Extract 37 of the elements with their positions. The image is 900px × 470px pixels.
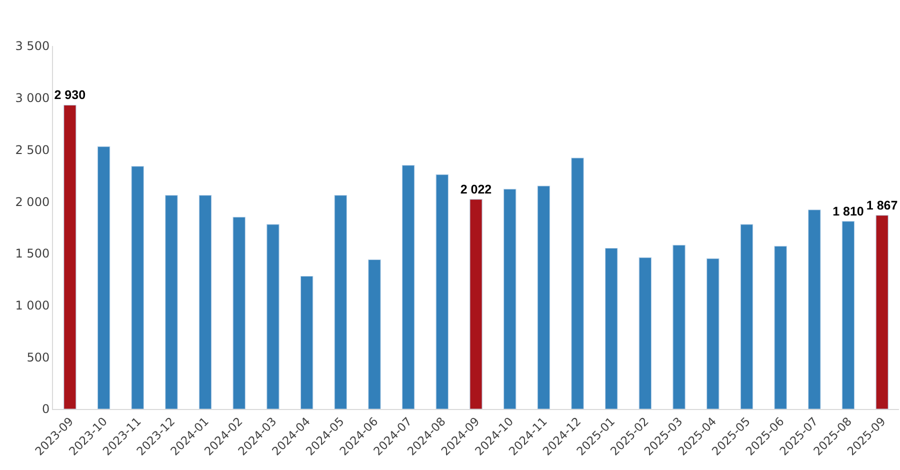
bar (537, 186, 550, 409)
data-label: 2 022 (460, 182, 492, 196)
y-tick-label: 500 (26, 350, 50, 364)
bar (604, 248, 618, 409)
data-label: 1 867 (866, 198, 898, 212)
bar (503, 188, 516, 409)
bar (808, 210, 821, 409)
bar (876, 215, 888, 409)
y-tick-label: 3 000 (15, 91, 50, 106)
bar (774, 246, 787, 409)
bar (266, 224, 280, 409)
bar (300, 276, 314, 409)
bar (97, 146, 110, 409)
bar (368, 259, 381, 409)
y-tick-label: 1 500 (15, 246, 50, 261)
y-tick-label: 2 000 (15, 194, 50, 209)
bar (638, 257, 652, 409)
y-tick-label: 3 500 (15, 39, 50, 54)
bar (402, 164, 415, 409)
bar (571, 158, 584, 409)
bar (64, 104, 76, 409)
y-tick-label: 0 (42, 402, 50, 416)
bar (842, 220, 855, 409)
y-tick-label: 2 500 (15, 142, 50, 157)
bar (706, 258, 720, 409)
bar (232, 216, 246, 409)
bar (334, 195, 348, 409)
bar (131, 166, 144, 409)
bar (198, 195, 212, 409)
y-tick-label: 1 000 (15, 298, 50, 312)
bar (672, 244, 686, 409)
data-label: 1 810 (832, 204, 864, 218)
bar (165, 195, 178, 409)
bar (740, 224, 754, 409)
bar (470, 198, 482, 409)
bar (436, 174, 449, 409)
data-label: 2 930 (54, 88, 86, 102)
